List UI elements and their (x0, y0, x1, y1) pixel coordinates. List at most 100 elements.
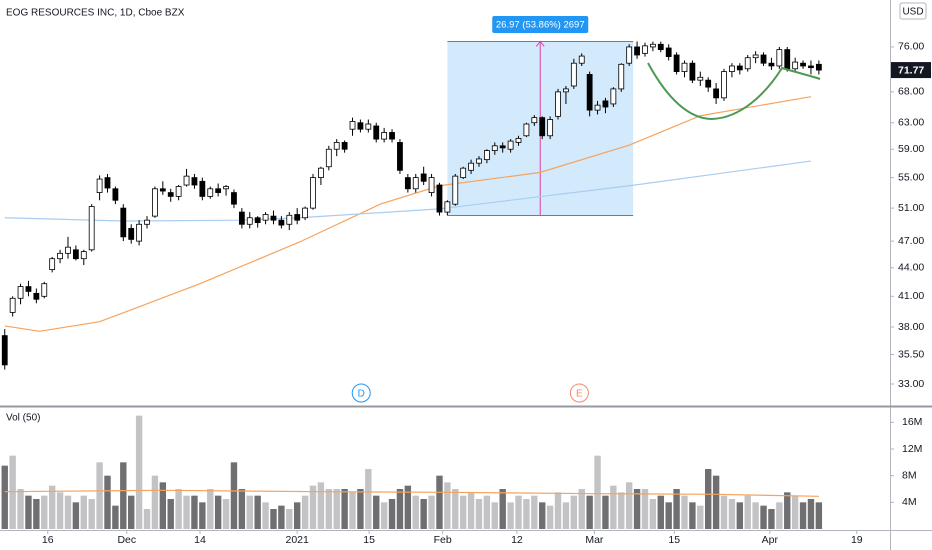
candle-body (231, 192, 237, 205)
volume-bar (80, 495, 87, 529)
y-tick-label: 38.00 (898, 321, 924, 333)
volume-tick-label: 12M (902, 443, 922, 455)
volume-bar (776, 502, 783, 529)
volume-bar (230, 462, 238, 529)
last-price-box (891, 62, 931, 79)
volume-bar (88, 499, 95, 529)
volume-bar (143, 509, 151, 529)
event-marker (351, 383, 371, 403)
volume-bar (586, 495, 593, 529)
volume-label: Vol (50) (6, 413, 40, 424)
candle-body (318, 167, 324, 179)
candle-body (215, 188, 222, 193)
candle-body (199, 180, 206, 197)
y-tick-label: 76.00 (898, 41, 924, 53)
volume-bar (357, 489, 364, 529)
volume-bar (815, 502, 823, 529)
volume-bar (56, 492, 64, 529)
volume-bar (807, 499, 815, 529)
candle-body (33, 292, 40, 300)
currency: USD (902, 7, 923, 18)
candle-body (760, 54, 767, 64)
candle-body (365, 123, 372, 130)
volume-bar (554, 492, 562, 529)
y-tick-label: 63.00 (898, 117, 924, 129)
candle-body (547, 119, 554, 137)
candle-body (523, 123, 530, 137)
candle-body (357, 122, 364, 130)
candle-body (65, 246, 71, 254)
candle-body (310, 177, 316, 209)
measure-label-box (492, 16, 589, 33)
candle-body (96, 178, 103, 193)
candle-body (649, 43, 656, 48)
cup-drawing (647, 62, 821, 121)
candle-body (278, 219, 285, 226)
candle-body (144, 219, 150, 225)
plot-area: 26.97 (53.86%) 2697 D E (1, 16, 823, 529)
candle-body (373, 125, 380, 140)
volume-bar (286, 509, 293, 529)
candle-body (112, 188, 119, 201)
candle-body (784, 49, 791, 70)
candle-body (223, 186, 229, 190)
volume-bar (570, 495, 578, 529)
volume-bar (483, 495, 491, 529)
volume-bar (665, 502, 672, 529)
candle-body (634, 46, 640, 56)
x-tick-label: 19 (851, 534, 863, 546)
volume-bar (96, 462, 103, 529)
candle-body (254, 217, 261, 224)
candle-body (9, 297, 16, 313)
candle-body (697, 76, 704, 81)
y-tick-label: 44.00 (898, 262, 924, 274)
volume-bar (325, 489, 333, 529)
candle-body (191, 177, 198, 186)
volume-bar (602, 495, 609, 529)
volume-bar (341, 489, 348, 529)
volume-bar (9, 455, 16, 529)
candle-body (175, 186, 182, 197)
volume-bar (159, 482, 167, 529)
volume-bar (562, 502, 570, 529)
volume-bar (657, 495, 664, 529)
volume-bar (151, 475, 159, 529)
volume-bar (649, 499, 657, 529)
volume-bar (388, 499, 396, 529)
candle-body (41, 283, 48, 297)
volume-bar (17, 489, 24, 529)
candle-body (80, 251, 87, 260)
volume-bar (183, 495, 190, 529)
candle-body (499, 145, 506, 149)
volume-bar (278, 505, 285, 529)
event-label: D (358, 389, 365, 400)
candle-body (507, 140, 514, 150)
volume-bar (618, 492, 625, 529)
candle-body (389, 132, 395, 140)
volume-bar (222, 499, 230, 529)
x-tick-label: 2021 (286, 534, 310, 546)
volume-bar (64, 495, 72, 529)
y-tick-label: 47.00 (898, 235, 924, 247)
candle-body (207, 188, 214, 197)
volume-bar (317, 482, 325, 529)
volume-bar (254, 495, 261, 529)
last-price-label: 71.77 (898, 64, 924, 76)
candle-body (428, 177, 435, 193)
volume-bar (491, 502, 498, 529)
candle-body (238, 211, 245, 225)
volume-bar (404, 485, 412, 529)
candle-body (468, 162, 474, 171)
volume-bar (120, 462, 127, 529)
candle-body (776, 49, 783, 67)
volume-bar (309, 485, 317, 529)
chart-title: EOG RESOURCES INC, 1D, Cboe BZX (6, 8, 185, 19)
volume-bar (673, 489, 680, 529)
candle-body (420, 173, 427, 182)
candle-body (515, 138, 522, 143)
volume-bar (744, 495, 751, 529)
volume-bar (594, 455, 601, 529)
candle-body (17, 286, 24, 299)
x-tick-label: 14 (194, 534, 206, 546)
volume-bar (625, 482, 633, 529)
